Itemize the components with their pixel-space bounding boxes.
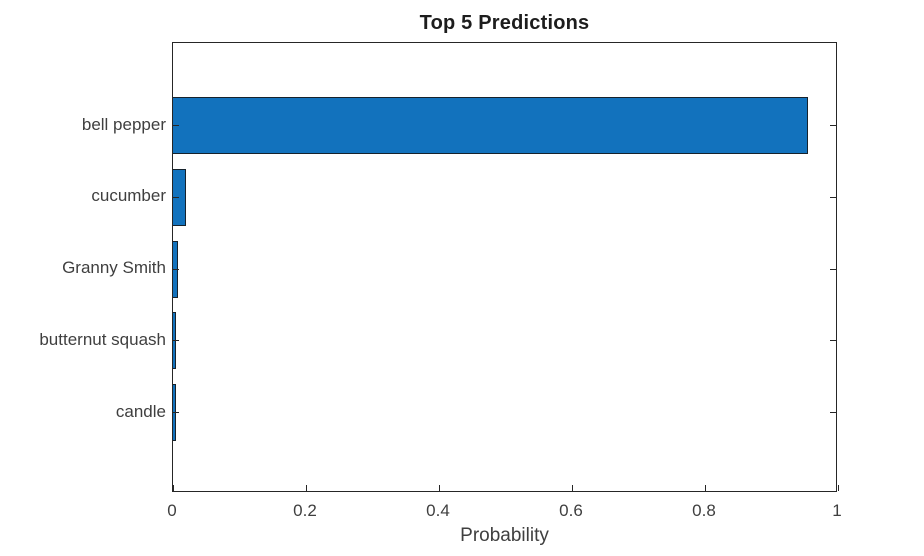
- y-tick-left: [173, 268, 179, 270]
- y-tick-left: [173, 196, 179, 198]
- x-tick: [704, 485, 706, 491]
- x-axis-label: Probability: [460, 525, 549, 546]
- y-tick-right: [830, 412, 836, 413]
- y-tick-right: [830, 268, 836, 270]
- x-tick-label: 0.6: [559, 501, 583, 520]
- y-tick-right: [830, 125, 836, 126]
- y-tick-left: [173, 125, 179, 126]
- x-tick-label: 0.8: [692, 501, 716, 520]
- x-tick: [305, 485, 307, 491]
- y-tick-right: [830, 196, 836, 198]
- bar-cucumber: [173, 168, 186, 226]
- y-tick-right: [830, 340, 836, 342]
- y-tick-left: [173, 412, 179, 413]
- plot-area: [172, 42, 839, 492]
- x-tick: [837, 485, 839, 491]
- bar-bell-pepper: [173, 97, 808, 154]
- x-tick-label: 0: [167, 501, 177, 520]
- category-label: cucumber: [91, 186, 166, 206]
- x-tick-label: 1: [832, 501, 842, 520]
- category-label: Granny Smith: [62, 258, 166, 277]
- chart-title: Top 5 Predictions: [419, 12, 590, 34]
- category-label: butternut squash: [39, 329, 166, 349]
- category-label: bell pepper: [81, 114, 166, 134]
- x-tick: [571, 485, 573, 491]
- y-tick-left: [173, 340, 179, 342]
- x-tick-label: 0.4: [426, 501, 450, 520]
- category-label: candle: [115, 401, 166, 421]
- x-tick: [438, 485, 440, 491]
- x-tick: [172, 485, 174, 491]
- x-tick-label: 0.2: [293, 501, 317, 520]
